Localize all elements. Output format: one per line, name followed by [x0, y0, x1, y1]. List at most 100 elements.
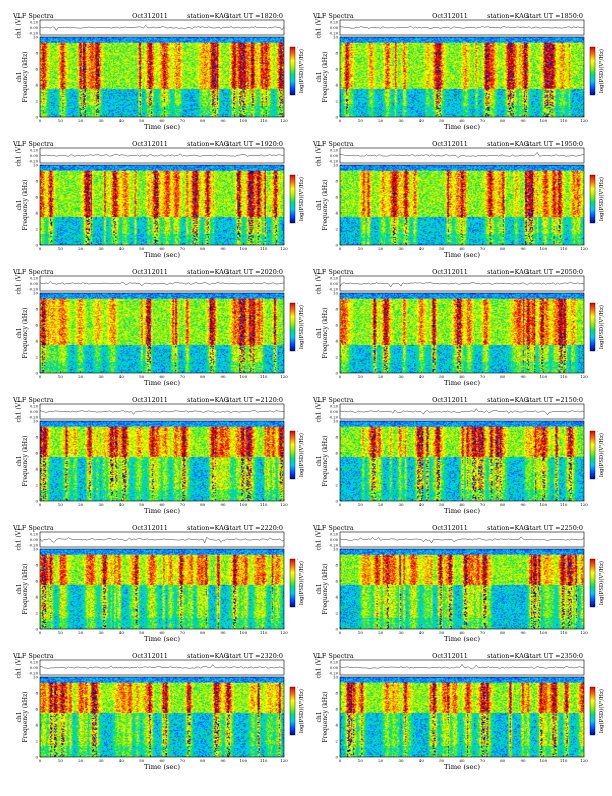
panel-station: station=KAG	[487, 268, 529, 276]
panel-date: Oct312011	[432, 524, 468, 532]
x-tick-label: 0	[339, 246, 342, 251]
x-tick-label: 90	[220, 630, 226, 635]
x-tick-label: 40	[119, 246, 125, 251]
x-tick-label: 120	[580, 502, 588, 507]
y-tick-label: 8	[35, 691, 38, 696]
x-tick-label: 20	[378, 118, 384, 123]
y-tick-label: 4	[335, 83, 338, 88]
y-tick-label: 2	[335, 611, 338, 616]
spectrogram-image	[40, 165, 284, 245]
panel-station: station=KAG	[187, 268, 229, 276]
panel-channel-label: ch1	[316, 455, 323, 466]
x-tick-label: 10	[58, 630, 64, 635]
amplitude-tick-label: -0.20	[29, 416, 39, 420]
x-tick-label: 30	[398, 758, 404, 763]
y-tick-label: 6	[35, 195, 38, 200]
x-tick-label: 0	[339, 502, 342, 507]
amplitude-tick-label: 0.20	[30, 149, 39, 153]
y-tick-label: 6	[35, 451, 38, 456]
x-tick-label: 90	[220, 246, 226, 251]
x-tick-label: 10	[58, 758, 64, 763]
y-tick-label: 6	[335, 67, 338, 72]
x-tick-label: 70	[180, 118, 186, 123]
y-tick-label: 4	[335, 467, 338, 472]
x-tick-label: 20	[378, 246, 384, 251]
panel-date: Oct312011	[132, 652, 168, 660]
y-tick-label: 2	[35, 483, 38, 488]
x-tick-label: 30	[98, 118, 104, 123]
y-tick-label: 10	[33, 291, 39, 296]
y-tick-label: 8	[35, 435, 38, 440]
y-axis-label: Frequency (kHz)	[322, 691, 329, 742]
x-tick-label: 120	[280, 118, 288, 123]
amplitude-tick-label: 0.20	[330, 661, 339, 665]
colorbar	[589, 174, 596, 224]
panel-station: station=KAG	[187, 12, 229, 20]
x-tick-label: 50	[139, 374, 145, 379]
x-tick-label: 60	[159, 118, 165, 123]
amplitude-tick-label: -0.20	[29, 288, 39, 292]
y-tick-label: 4	[35, 467, 38, 472]
colorbar-tick-label: -	[297, 558, 299, 562]
amplitude-tick-label: 0.00	[330, 26, 339, 30]
amplitude-tick-label: -0.20	[329, 544, 339, 548]
y-tick-label: 0	[335, 371, 338, 376]
panel-date: Oct312011	[132, 524, 168, 532]
y-tick-label: 2	[35, 99, 38, 104]
colorbar-tick-label: -	[297, 686, 299, 690]
x-tick-label: 100	[240, 118, 248, 123]
y-tick-label: 0	[335, 755, 338, 760]
y-axis-label: Frequency (kHz)	[22, 435, 29, 486]
y-tick-label: 8	[335, 51, 338, 56]
amplitude-axis-label: ch1 (V)	[16, 529, 23, 551]
amplitude-axis-label: ch1 (V)	[316, 529, 323, 551]
x-tick-label: 20	[378, 630, 384, 635]
x-tick-label: 120	[280, 374, 288, 379]
y-axis-label: Frequency (kHz)	[22, 563, 29, 614]
amplitude-frame	[339, 531, 585, 548]
colorbar-label: log(PSD)(V²/Hz)	[598, 49, 605, 93]
colorbar-tick-label: -	[297, 221, 299, 225]
panel-title: VLF Spectra	[312, 652, 354, 660]
y-tick-label: 6	[335, 323, 338, 328]
y-axis-label: Frequency (kHz)	[322, 563, 329, 614]
x-tick-label: 110	[260, 118, 268, 123]
x-tick-label: 90	[520, 118, 526, 123]
x-tick-label: 40	[119, 118, 125, 123]
panel-channel-label: ch1	[16, 327, 23, 338]
colorbar	[589, 430, 596, 480]
panel-station: station=KAG	[187, 652, 229, 660]
x-tick-label: 70	[480, 246, 486, 251]
x-tick-label: 100	[240, 758, 248, 763]
panel-date: Oct312011	[132, 268, 168, 276]
spectrogram-image	[340, 421, 584, 501]
amplitude-axis-label: ch1 (V)	[16, 17, 23, 39]
x-axis-label: Time (sec)	[144, 379, 180, 387]
amplitude-tick-label: 0.00	[330, 538, 339, 542]
amplitude-tick-label: -0.20	[29, 544, 39, 548]
x-tick-label: 30	[398, 502, 404, 507]
x-tick-label: 100	[540, 118, 548, 123]
y-tick-label: 10	[333, 291, 339, 296]
colorbar-tick-label: -	[297, 174, 299, 178]
x-tick-label: 60	[459, 630, 465, 635]
x-axis-label: Time (sec)	[444, 123, 480, 131]
x-tick-label: 110	[260, 246, 268, 251]
x-tick-label: 30	[98, 246, 104, 251]
colorbar-label: log(PSD)(V²/Hz)	[598, 305, 605, 349]
colorbar-tick-label: -	[297, 93, 299, 97]
colorbar-tick-label: -	[597, 46, 599, 50]
colorbar-tick-label: -	[297, 302, 299, 306]
y-tick-label: 0	[35, 243, 38, 248]
y-axis-label: Frequency (kHz)	[22, 51, 29, 102]
panel-title: VLF Spectra	[312, 524, 354, 532]
amplitude-frame	[39, 19, 285, 36]
x-tick-label: 70	[180, 374, 186, 379]
panel-start-time: start UT =1920:0	[226, 140, 283, 148]
x-axis-label: Time (sec)	[444, 251, 480, 259]
colorbar-label: log(PSD)(V²/Hz)	[598, 689, 605, 733]
